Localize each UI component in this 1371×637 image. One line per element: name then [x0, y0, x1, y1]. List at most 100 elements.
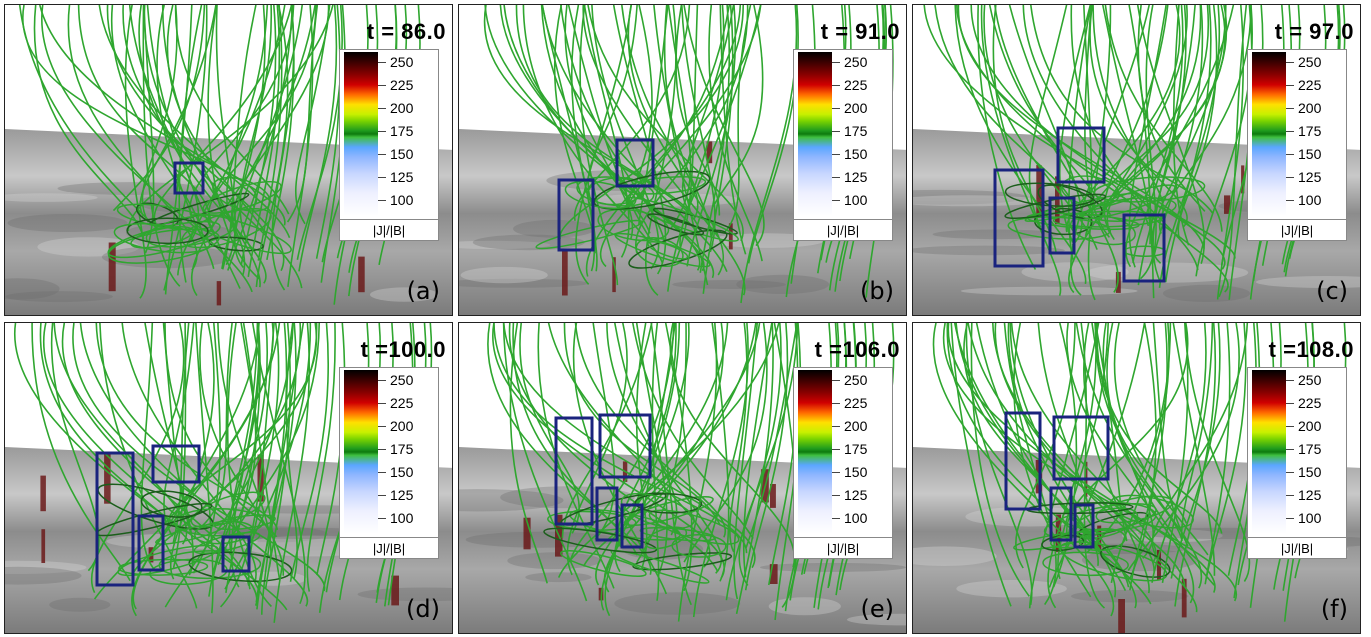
highlight-box: [595, 486, 619, 542]
highlight-box: [557, 178, 595, 252]
field-line-loop: [1095, 495, 1174, 524]
field-line: [569, 323, 675, 563]
field-line: [99, 323, 198, 609]
current-sheet-mark: [1097, 525, 1102, 552]
colorbar-gradient: [798, 370, 832, 534]
field-line: [1007, 323, 1127, 591]
panel-letter: (d): [406, 595, 440, 623]
field-line: [1092, 5, 1164, 223]
highlight-box: [615, 138, 655, 188]
highlight-box: [620, 503, 644, 549]
field-line: [712, 5, 764, 207]
colorbar-tick: [832, 62, 840, 63]
field-line-loop: [140, 490, 203, 518]
field-line: [67, 5, 198, 271]
field-line: [733, 323, 758, 600]
colorbar-tick-label: 125: [390, 169, 414, 185]
colorbar-tick-label: 150: [1298, 464, 1322, 480]
field-line: [221, 5, 257, 270]
field-line: [664, 323, 693, 592]
highlight-box: [1122, 213, 1166, 283]
colorbar-tick: [1286, 449, 1294, 450]
field-line: [725, 323, 782, 601]
field-line: [166, 5, 267, 235]
colorbar-tick-label: 250: [1298, 54, 1322, 70]
colorbar-tick: [832, 449, 840, 450]
current-sheet-mark: [1224, 195, 1231, 214]
field-line: [1127, 323, 1240, 571]
field-line: [257, 5, 283, 261]
field-line: [1048, 323, 1146, 588]
field-line: [595, 323, 761, 586]
colorbar-tick: [1286, 472, 1294, 473]
field-line: [942, 323, 1238, 602]
field-line: [1129, 323, 1168, 591]
field-line: [124, 5, 147, 299]
field-line: [503, 323, 756, 569]
field-line-loop: [1072, 507, 1139, 539]
current-sheet-mark: [728, 223, 733, 250]
colorbar-tick-label: 200: [390, 100, 414, 116]
field-line: [41, 5, 253, 293]
current-sheet-mark: [358, 256, 365, 293]
field-line: [702, 5, 734, 294]
field-line: [515, 5, 691, 213]
colorbar-tick: [1286, 426, 1294, 427]
field-line: [723, 5, 752, 234]
colorbar-tick: [832, 85, 840, 86]
colorbar-tick: [1286, 495, 1294, 496]
colorbar-tick: [1286, 200, 1294, 201]
field-line: [177, 5, 286, 276]
field-line-loop: [535, 219, 643, 250]
field-line: [1010, 323, 1157, 563]
field-line: [667, 5, 725, 292]
panel-letter: (c): [1316, 277, 1348, 305]
time-label: t =108.0: [1268, 337, 1354, 362]
colorbar-tick-label: 225: [390, 77, 414, 93]
field-line-loop: [188, 551, 293, 582]
colorbar-tick-label: 175: [844, 123, 868, 139]
colorbar-tick-label: 175: [390, 441, 414, 457]
colorbar-tick-label: 200: [844, 100, 868, 116]
magnetic-field-lines: [932, 323, 1347, 622]
field-line-loop: [145, 214, 238, 248]
field-line-loop: [597, 208, 670, 242]
field-line: [1180, 323, 1214, 539]
current-sheet-mark: [562, 250, 568, 296]
field-line: [1083, 5, 1093, 237]
highlight-box: [137, 514, 165, 572]
field-line: [591, 5, 660, 270]
current-sheet-mark: [41, 529, 46, 563]
time-label: t =100.0: [360, 337, 446, 362]
field-line: [582, 5, 746, 296]
field-line: [994, 5, 1119, 293]
field-line: [1092, 5, 1210, 207]
current-sheet-mark: [770, 484, 776, 508]
colorbar-tick: [378, 472, 386, 473]
field-line: [686, 5, 737, 267]
simulation-panel: t =106.0 250 225 200 175 150 125 100 |J|/|B| (e): [458, 322, 907, 634]
field-line: [1037, 323, 1094, 541]
field-line: [122, 5, 303, 289]
colorbar-label: |J|/|B|: [794, 537, 892, 556]
field-line: [31, 323, 131, 582]
colorbar: 250 225 200 175 150 125 100 |J|/|B|: [339, 367, 439, 559]
field-line: [1028, 323, 1100, 609]
field-line: [729, 323, 748, 553]
colorbar-gradient: [1252, 370, 1286, 534]
field-line: [592, 323, 616, 541]
colorbar-tick-label: 175: [390, 123, 414, 139]
field-line: [93, 323, 281, 600]
field-line: [127, 5, 334, 232]
current-sheet-mark: [391, 575, 399, 606]
field-line: [955, 323, 1130, 588]
colorbar-tick: [378, 131, 386, 132]
field-line-loop: [113, 223, 211, 254]
colorbar-tick: [378, 403, 386, 404]
field-line: [970, 5, 1226, 270]
colorbar-tick-label: 175: [1298, 441, 1322, 457]
field-line-loop: [625, 175, 707, 195]
simulation-panel: t = 91.0 250 225 200 175 150 125 100 |J|/|B| (b): [458, 4, 907, 316]
field-line: [1103, 5, 1169, 233]
field-line: [1087, 5, 1112, 301]
